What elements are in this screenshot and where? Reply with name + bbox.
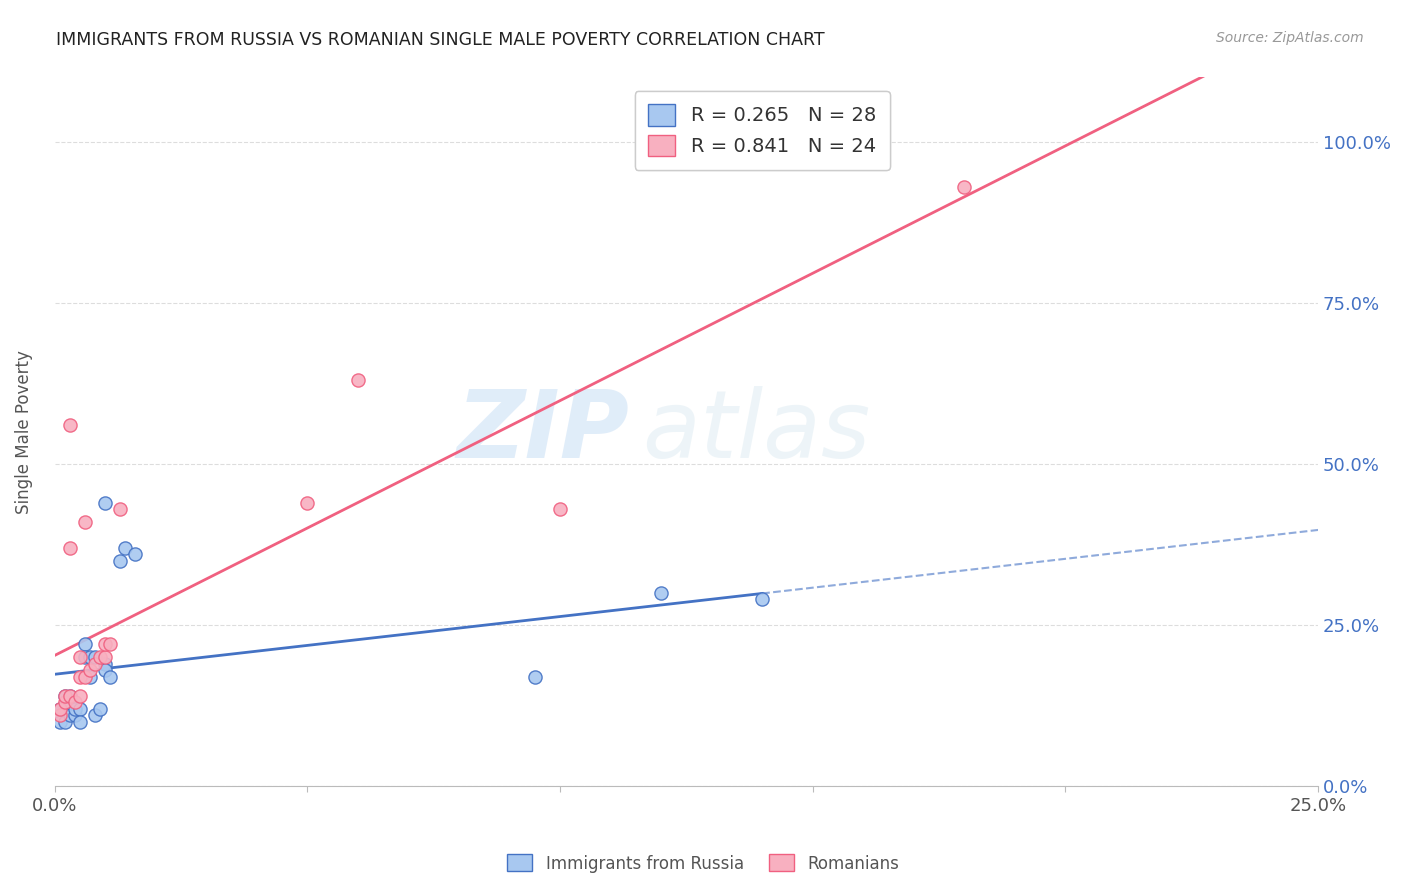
Point bbox=[751, 592, 773, 607]
Text: Source: ZipAtlas.com: Source: ZipAtlas.com bbox=[1216, 31, 1364, 45]
Y-axis label: Single Male Poverty: Single Male Poverty bbox=[15, 350, 32, 514]
Text: ZIP: ZIP bbox=[457, 386, 630, 478]
Point bbox=[53, 689, 76, 703]
Point bbox=[89, 650, 111, 665]
Point bbox=[63, 695, 86, 709]
Point bbox=[98, 670, 121, 684]
Point bbox=[59, 689, 82, 703]
Point bbox=[69, 689, 91, 703]
Point bbox=[73, 670, 96, 684]
Point bbox=[79, 670, 101, 684]
Point bbox=[48, 702, 70, 716]
Point bbox=[94, 663, 117, 677]
Point bbox=[69, 650, 91, 665]
Point bbox=[84, 650, 107, 665]
Point bbox=[73, 637, 96, 651]
Point bbox=[98, 637, 121, 651]
Point bbox=[124, 547, 146, 561]
Point bbox=[48, 708, 70, 723]
Point bbox=[63, 708, 86, 723]
Point bbox=[69, 702, 91, 716]
Point bbox=[79, 650, 101, 665]
Point bbox=[110, 554, 132, 568]
Point bbox=[346, 373, 368, 387]
Point bbox=[69, 714, 91, 729]
Point bbox=[59, 418, 82, 433]
Point bbox=[548, 502, 571, 516]
Point bbox=[63, 702, 86, 716]
Legend: R = 0.265   N = 28, R = 0.841   N = 24: R = 0.265 N = 28, R = 0.841 N = 24 bbox=[634, 91, 890, 170]
Point bbox=[297, 496, 319, 510]
Point bbox=[94, 496, 117, 510]
Point bbox=[59, 541, 82, 555]
Legend: Immigrants from Russia, Romanians: Immigrants from Russia, Romanians bbox=[501, 847, 905, 880]
Point bbox=[114, 541, 136, 555]
Point bbox=[73, 515, 96, 529]
Point bbox=[84, 657, 107, 671]
Point bbox=[89, 702, 111, 716]
Point bbox=[48, 714, 70, 729]
Point bbox=[953, 180, 976, 194]
Point bbox=[53, 695, 76, 709]
Text: atlas: atlas bbox=[643, 386, 870, 477]
Point bbox=[59, 708, 82, 723]
Point bbox=[94, 657, 117, 671]
Point bbox=[79, 663, 101, 677]
Point bbox=[48, 702, 70, 716]
Point bbox=[523, 670, 546, 684]
Point bbox=[53, 714, 76, 729]
Point bbox=[94, 650, 117, 665]
Point bbox=[650, 586, 672, 600]
Point bbox=[53, 689, 76, 703]
Point bbox=[110, 502, 132, 516]
Point bbox=[94, 637, 117, 651]
Text: IMMIGRANTS FROM RUSSIA VS ROMANIAN SINGLE MALE POVERTY CORRELATION CHART: IMMIGRANTS FROM RUSSIA VS ROMANIAN SINGL… bbox=[56, 31, 825, 49]
Point bbox=[59, 695, 82, 709]
Point bbox=[84, 708, 107, 723]
Point bbox=[69, 670, 91, 684]
Point bbox=[73, 650, 96, 665]
Point bbox=[59, 689, 82, 703]
